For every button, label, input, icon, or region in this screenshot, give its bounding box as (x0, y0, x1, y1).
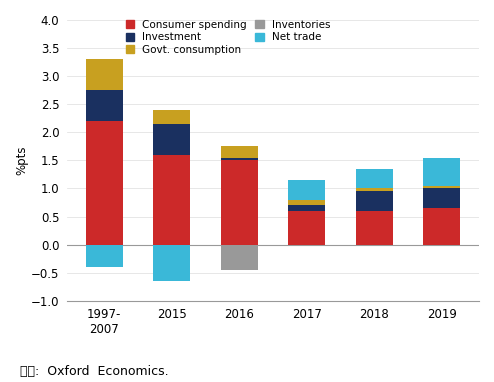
Bar (153, 244, 190, 281)
Bar (288, 180, 325, 200)
Bar (356, 211, 393, 244)
Bar (153, 110, 190, 124)
Bar (221, 158, 258, 160)
Bar (423, 158, 460, 186)
Text: 자료:  Oxford  Economics.: 자료: Oxford Economics. (20, 365, 168, 378)
Legend: Consumer spending, Investment, Govt. consumption, Inventories, Net trade: Consumer spending, Investment, Govt. con… (125, 19, 330, 55)
Bar (221, 160, 258, 244)
Bar (153, 124, 190, 155)
Bar (288, 206, 325, 211)
Bar (423, 186, 460, 188)
Bar (85, 244, 123, 267)
Bar (288, 211, 325, 244)
Bar (356, 169, 393, 188)
Bar (221, 146, 258, 158)
Bar (85, 121, 123, 244)
Bar (85, 59, 123, 90)
Bar (356, 188, 393, 191)
Bar (288, 200, 325, 206)
Bar (423, 188, 460, 208)
Y-axis label: %pts: %pts (15, 146, 28, 175)
Bar (85, 90, 123, 121)
Bar (221, 244, 258, 270)
Bar (356, 191, 393, 211)
Bar (153, 155, 190, 244)
Bar (423, 208, 460, 244)
